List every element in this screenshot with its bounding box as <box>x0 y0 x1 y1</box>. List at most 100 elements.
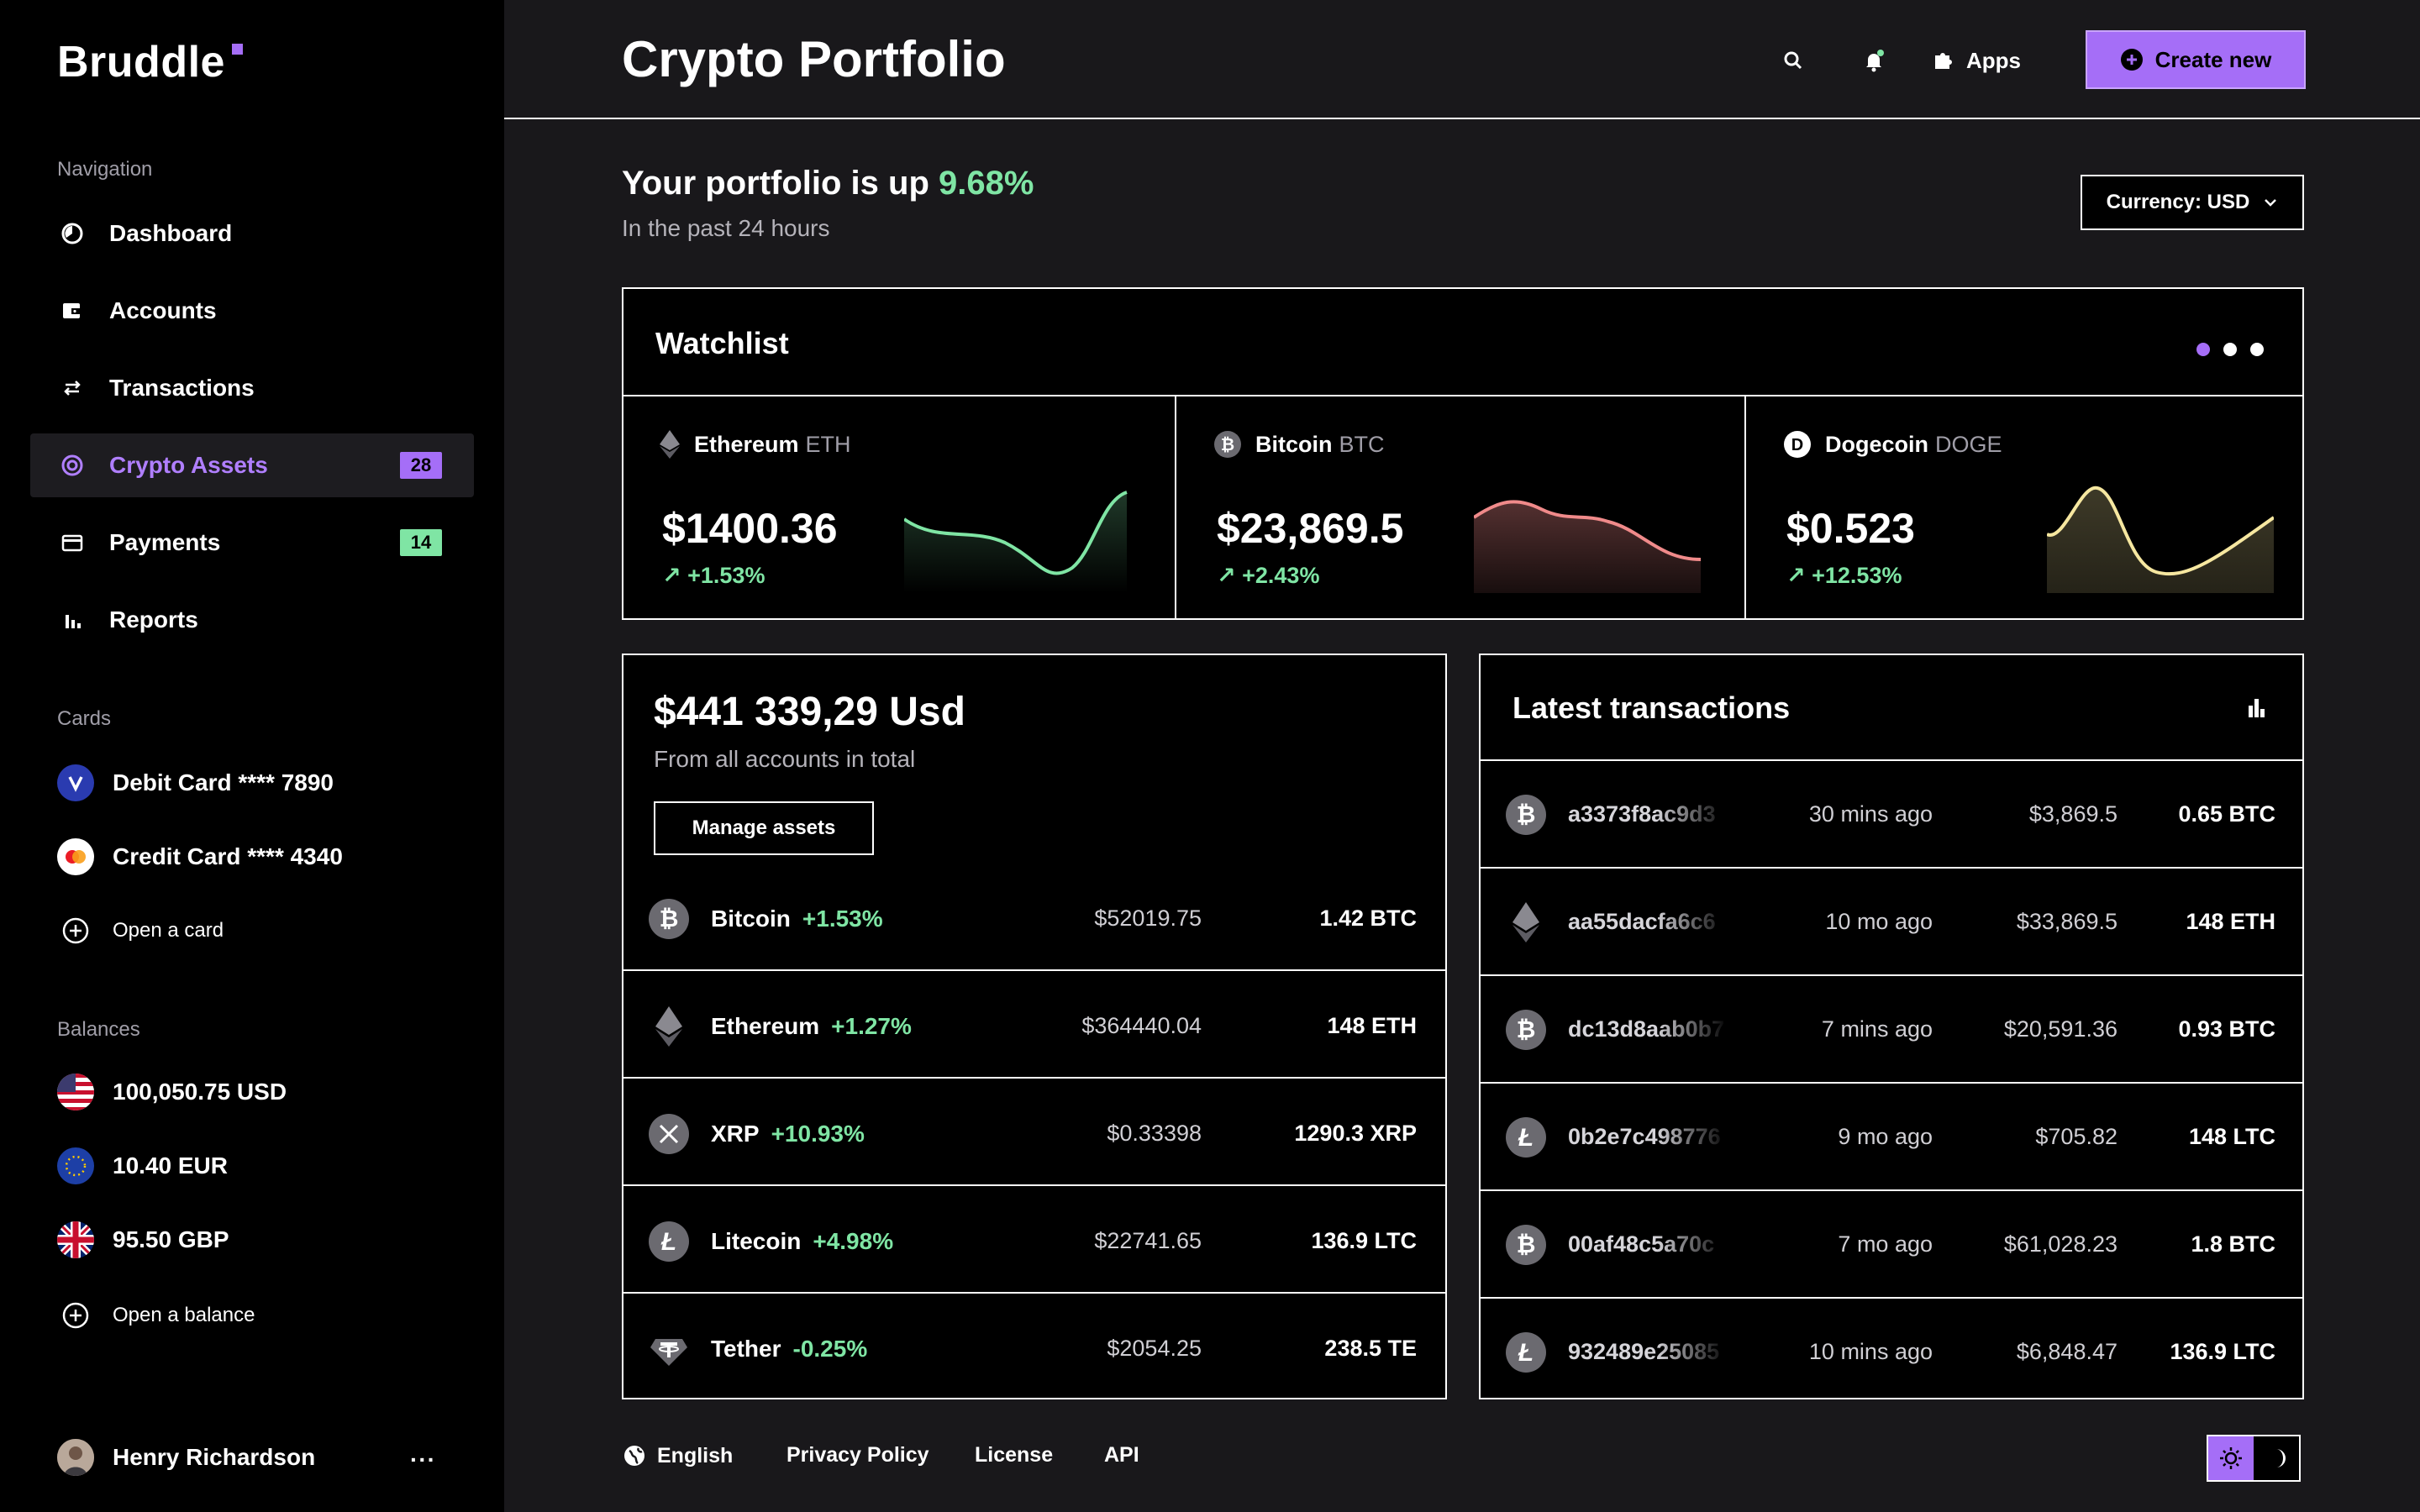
asset-name: Litecoin +4.98% <box>711 1228 894 1254</box>
transaction-time: 7 mins ago <box>1821 1016 1933 1042</box>
asset-name: Tether -0.25% <box>711 1336 868 1362</box>
more-options-icon[interactable]: ··· <box>410 1446 436 1473</box>
carousel-dot[interactable] <box>2250 343 2264 356</box>
card-label: Credit Card **** 4340 <box>113 843 343 869</box>
app-logo[interactable]: Bruddle <box>57 38 225 87</box>
carousel-dot-active[interactable] <box>2196 343 2210 356</box>
plus-circle-icon <box>2120 48 2144 71</box>
plus-circle-icon <box>57 1297 94 1334</box>
transaction-row[interactable]: Ł 932489e25085 10 mins ago $6,848.47 136… <box>1481 1299 2302 1406</box>
watchlist-item-bitcoin[interactable]: ₿ Bitcoin BTC $23,869.5 ↗ +2.43% <box>1175 396 1746 620</box>
transaction-row[interactable]: ₿ 00af48c5a70c 7 mo ago $61,028.23 1.8 B… <box>1481 1191 2302 1299</box>
transaction-row[interactable]: ₿ dc13d8aab0b7 7 mins ago $20,591.36 0.9… <box>1481 976 2302 1084</box>
sidebar-item-transactions[interactable]: Transactions <box>30 356 474 420</box>
asset-row-xrp[interactable]: XRP +10.93% $0.33398 1290.3 XRP <box>623 1080 1445 1188</box>
apps-button[interactable]: Apps <box>1931 44 2021 77</box>
balance-eur[interactable]: 10.40 EUR <box>57 1147 228 1184</box>
coin-change: ↗ +12.53% <box>1786 563 1902 588</box>
currency-select[interactable]: Currency: USD <box>2081 175 2304 230</box>
api-link[interactable]: API <box>1104 1443 1139 1467</box>
sidebar-item-reports[interactable]: Reports <box>30 588 474 652</box>
arrows-exchange-icon <box>59 375 86 402</box>
user-profile[interactable]: Henry Richardson <box>57 1439 315 1476</box>
create-new-button[interactable]: Create new <box>2086 30 2306 89</box>
ethereum-sparkline <box>904 491 1128 593</box>
dark-mode-icon[interactable] <box>2254 1436 2299 1480</box>
manage-assets-button[interactable]: Manage assets <box>654 801 874 855</box>
asset-amount: 136.9 LTC <box>1311 1228 1417 1253</box>
watchlist-item-ethereum[interactable]: Ethereum ETH $1400.36 ↗ +1.53% <box>622 396 1176 620</box>
sidebar-item-accounts[interactable]: Accounts <box>30 279 474 343</box>
transaction-row[interactable]: aa55dacfa6c6 10 mo ago $33,869.5 148 ETH <box>1481 869 2302 976</box>
puzzle-icon <box>1931 48 1956 73</box>
sidebar-item-crypto-assets[interactable]: Crypto Assets 28 <box>30 433 474 497</box>
transaction-time: 10 mins ago <box>1808 1339 1933 1364</box>
divider <box>1481 1297 2302 1299</box>
transaction-row[interactable]: ₿ a3373f8ac9d3 30 mins ago $3,869.5 0.65… <box>1481 761 2302 869</box>
theme-toggle[interactable] <box>2207 1435 2301 1482</box>
visa-icon <box>57 764 94 801</box>
open-card-button[interactable]: Open a card <box>57 912 224 949</box>
assets-card: $441 339,29 Usd From all accounts in tot… <box>622 654 1447 1399</box>
asset-row-litecoin[interactable]: Ł Litecoin +4.98% $22741.65 136.9 LTC <box>623 1188 1445 1295</box>
carousel-dot[interactable] <box>2223 343 2237 356</box>
logo-mark-icon <box>232 44 243 55</box>
transaction-value: $3,869.5 <box>2028 801 2118 827</box>
divider <box>623 969 1445 971</box>
transaction-value: $33,869.5 <box>2016 909 2118 934</box>
bitcoin-sparkline <box>1474 500 1701 593</box>
asset-row-ethereum[interactable]: Ethereum +1.27% $364440.04 148 ETH <box>623 973 1445 1080</box>
asset-row-tether[interactable]: Tether -0.25% $2054.25 238.5 TE <box>623 1295 1445 1403</box>
divider <box>1481 974 2302 976</box>
bitcoin-icon: ₿ <box>1213 430 1242 459</box>
asset-price: $364440.04 <box>1081 1013 1202 1038</box>
balance-usd[interactable]: 100,050.75 USD <box>57 1074 287 1110</box>
asset-change: -0.25% <box>792 1336 868 1362</box>
us-flag-icon <box>57 1074 94 1110</box>
transaction-hash: 932489e25085 <box>1568 1339 1720 1364</box>
ethereum-icon <box>649 1006 689 1047</box>
bar-chart-icon <box>59 606 86 633</box>
asset-price: $52019.75 <box>1094 906 1202 931</box>
svg-text:₿: ₿ <box>1517 1231 1536 1257</box>
portfolio-headline: Your portfolio is up 9.68% <box>622 165 1034 202</box>
open-card-label: Open a card <box>113 919 224 942</box>
transaction-value: $6,848.47 <box>2016 1339 2118 1364</box>
divider <box>1481 867 2302 869</box>
coin-name: Dogecoin <box>1825 431 1929 457</box>
transaction-amount: 148 LTC <box>2188 1124 2275 1149</box>
asset-row-bitcoin[interactable]: ₿ Bitcoin +1.53% $52019.75 1.42 BTC <box>623 865 1445 973</box>
avatar <box>57 1439 94 1476</box>
plus-circle-icon <box>57 912 94 949</box>
balances-section-label: Balances <box>57 1018 140 1041</box>
sidebar-item-dashboard[interactable]: Dashboard <box>30 202 474 265</box>
tether-icon <box>649 1329 689 1369</box>
open-balance-button[interactable]: Open a balance <box>57 1297 255 1334</box>
balance-gbp[interactable]: 95.50 GBP <box>57 1221 229 1258</box>
bar-chart-icon[interactable] <box>2245 696 2269 719</box>
watchlist-item-dogecoin[interactable]: D Dogecoin DOGE $0.523 ↗ +12.53% <box>1744 396 2304 620</box>
light-mode-icon[interactable] <box>2208 1436 2254 1480</box>
divider <box>623 395 2302 396</box>
transaction-row[interactable]: Ł 0b2e7c498776 9 mo ago $705.82 148 LTC <box>1481 1084 2302 1191</box>
svg-text:Ł: Ł <box>1518 1339 1534 1367</box>
privacy-policy-link[interactable]: Privacy Policy <box>786 1443 929 1467</box>
asset-change: +4.98% <box>813 1228 894 1254</box>
sidebar-card-credit[interactable]: Credit Card **** 4340 <box>57 838 343 875</box>
license-link[interactable]: License <box>975 1443 1054 1467</box>
nav-section-label: Navigation <box>57 158 153 181</box>
litecoin-icon: Ł <box>1506 1117 1546 1158</box>
payments-count-badge: 14 <box>400 529 442 556</box>
sidebar-card-debit[interactable]: Debit Card **** 7890 <box>57 764 334 801</box>
language-selector[interactable]: English <box>622 1443 733 1468</box>
notification-bell-icon[interactable] <box>1857 44 1891 77</box>
sidebar-item-payments[interactable]: Payments 14 <box>30 511 474 575</box>
transaction-hash: a3373f8ac9d3 <box>1568 801 1716 827</box>
coin-price: $23,869.5 <box>1217 505 1404 552</box>
transaction-amount: 1.8 BTC <box>2191 1231 2275 1257</box>
search-icon[interactable] <box>1776 44 1810 77</box>
bitcoin-icon: ₿ <box>1506 795 1546 835</box>
svg-text:₿: ₿ <box>1517 801 1536 827</box>
apps-label: Apps <box>1966 47 2021 73</box>
sidebar-item-label: Crypto Assets <box>109 452 268 478</box>
